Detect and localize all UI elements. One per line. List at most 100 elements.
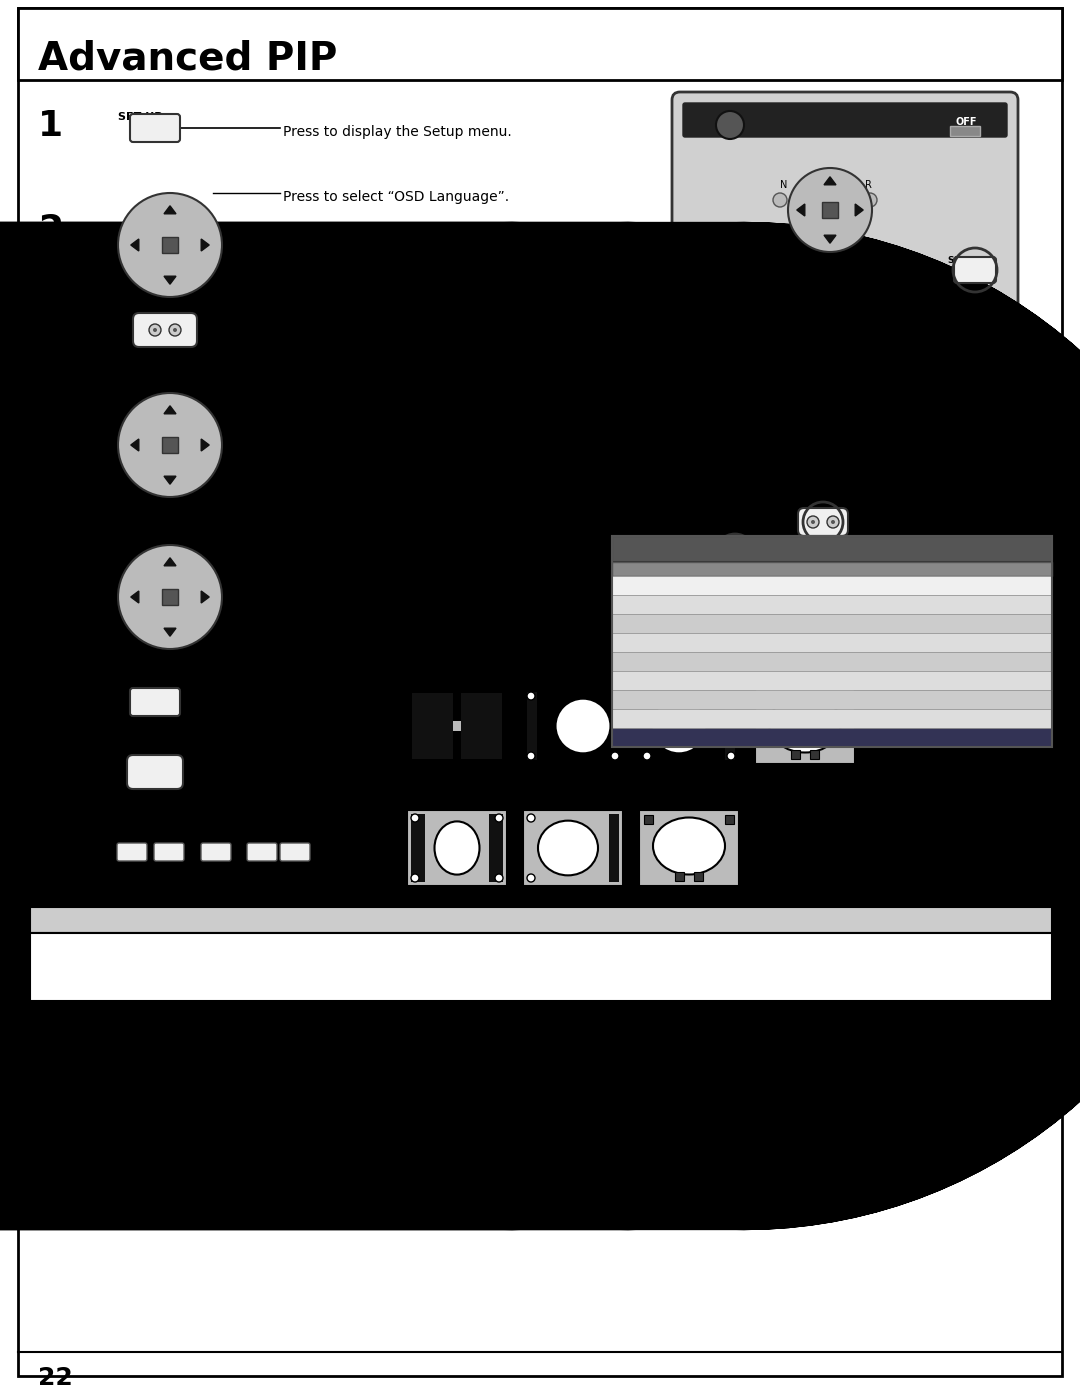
Text: NTSC, PAL, SECAM (tuner, video): NTSC, PAL, SECAM (tuner, video): [36, 951, 242, 964]
Bar: [644, 814, 653, 824]
Text: OFF TIMER: OFF TIMER: [885, 504, 926, 514]
FancyBboxPatch shape: [247, 842, 276, 861]
Polygon shape: [201, 591, 210, 604]
Bar: [708, 513, 746, 528]
Circle shape: [811, 520, 815, 524]
FancyBboxPatch shape: [683, 103, 1007, 137]
Bar: [612, 615, 1052, 633]
Bar: [725, 814, 734, 824]
Text: Advanced PIP: Advanced PIP: [542, 676, 626, 689]
Text: SELECT: SELECT: [150, 840, 188, 848]
Circle shape: [149, 324, 161, 337]
FancyBboxPatch shape: [904, 298, 936, 321]
Text: ID SET: ID SET: [717, 467, 742, 476]
Text: Initial VOL level: Initial VOL level: [618, 641, 705, 651]
Text: MOVE: MOVE: [922, 541, 945, 550]
Circle shape: [527, 875, 535, 882]
Text: 3: 3: [801, 768, 809, 778]
Text: ZOOM: ZOOM: [280, 840, 311, 848]
Circle shape: [118, 545, 222, 650]
Circle shape: [118, 193, 222, 298]
Text: • Due to the small dimensions of the sub pictures, these sub pictures cannot be : • Due to the small dimensions of the sub…: [38, 1106, 683, 1120]
Bar: [856, 549, 888, 563]
Text: OFF: OFF: [955, 117, 976, 127]
Text: • If “Input lock” in Options menu is set to other than “Off”, MULTI PIP function: • If “Input lock” in Options menu is set…: [38, 993, 657, 1006]
Text: Press to adjust the menu.
Off : Sets normal two screen display mode
       (see : Press to adjust the menu. Off : Sets nor…: [283, 538, 578, 601]
Circle shape: [611, 692, 619, 700]
FancyBboxPatch shape: [130, 115, 180, 142]
FancyBboxPatch shape: [866, 472, 904, 502]
Ellipse shape: [651, 698, 706, 753]
Circle shape: [495, 875, 503, 882]
Text: Maximum VOL level: Maximum VOL level: [618, 659, 729, 671]
Polygon shape: [201, 239, 210, 251]
Text: MULTI PIP: MULTI PIP: [700, 541, 737, 549]
Text: SET UP: SET UP: [948, 256, 984, 265]
Text: Off: Off: [1029, 679, 1047, 689]
Bar: [407, 810, 507, 886]
Polygon shape: [824, 177, 836, 184]
Circle shape: [153, 328, 157, 332]
Text: ID ALL: ID ALL: [860, 467, 885, 476]
Polygon shape: [131, 239, 139, 251]
Bar: [612, 710, 1052, 728]
FancyBboxPatch shape: [716, 472, 754, 502]
Text: Options: Options: [620, 545, 674, 559]
Bar: [822, 203, 838, 218]
Bar: [30, 907, 1052, 933]
Text: 6: 6: [38, 683, 63, 717]
Circle shape: [527, 814, 535, 821]
Text: 640x480@60Hz, 852x480@60Hz, 1024x768@60Hz,: 640x480@60Hz, 852x480@60Hz, 1024x768@60H…: [526, 951, 852, 964]
Text: Press and hold until the Options menu is displayed.: Press and hold until the Options menu is…: [283, 327, 639, 341]
Text: Advanced PIP: Advanced PIP: [618, 736, 693, 746]
Bar: [865, 263, 920, 278]
Bar: [453, 721, 461, 731]
Bar: [609, 814, 619, 882]
Circle shape: [716, 110, 744, 138]
Bar: [789, 335, 815, 351]
Polygon shape: [797, 204, 805, 217]
Text: Off: Off: [1029, 717, 1047, 726]
FancyBboxPatch shape: [127, 754, 183, 789]
Circle shape: [173, 328, 177, 332]
Circle shape: [411, 875, 419, 882]
Text: Main screen: Main screen: [585, 770, 652, 780]
Bar: [755, 687, 855, 764]
Text: Onscreen display: Onscreen display: [618, 604, 714, 613]
Text: INPUT: INPUT: [738, 341, 762, 349]
Bar: [675, 872, 684, 882]
Text: buttons for the screen operations, follow the procedures in the previous page.: buttons for the screen operations, follo…: [313, 851, 836, 863]
Bar: [760, 693, 769, 703]
Text: Sub screen: Sub screen: [543, 770, 605, 780]
FancyBboxPatch shape: [791, 380, 829, 409]
Text: 22: 22: [38, 1366, 72, 1390]
FancyBboxPatch shape: [798, 509, 848, 536]
Bar: [411, 814, 426, 882]
Circle shape: [863, 193, 877, 207]
Bar: [639, 687, 739, 764]
Bar: [715, 263, 770, 278]
Text: INPUT lock: INPUT lock: [618, 679, 677, 689]
Bar: [30, 933, 1052, 1002]
Circle shape: [773, 193, 787, 207]
Text: Off  ►: Off ►: [1014, 736, 1047, 746]
Text: 4: 4: [38, 414, 63, 447]
Text: 1280x768@60Hz (DVI): 1280x768@60Hz (DVI): [526, 988, 669, 1000]
Bar: [612, 728, 1052, 747]
Text: 1: 1: [731, 391, 739, 404]
Circle shape: [827, 515, 839, 528]
Text: VOL: VOL: [901, 328, 919, 337]
Text: Initial INPUT: Initial INPUT: [618, 622, 686, 631]
Text: 4: 4: [686, 890, 692, 900]
Circle shape: [727, 752, 735, 760]
Circle shape: [168, 324, 181, 337]
FancyBboxPatch shape: [201, 842, 231, 861]
Bar: [612, 536, 1052, 562]
Text: 1: 1: [569, 768, 577, 778]
Text: pictures. There may also be a difference in the picture quality of the sub pictu: pictures. There may also be a difference…: [52, 1069, 890, 1083]
Bar: [162, 590, 178, 605]
Bar: [523, 687, 623, 764]
Ellipse shape: [434, 821, 480, 875]
Text: 3: 3: [881, 391, 889, 404]
FancyBboxPatch shape: [866, 380, 904, 409]
